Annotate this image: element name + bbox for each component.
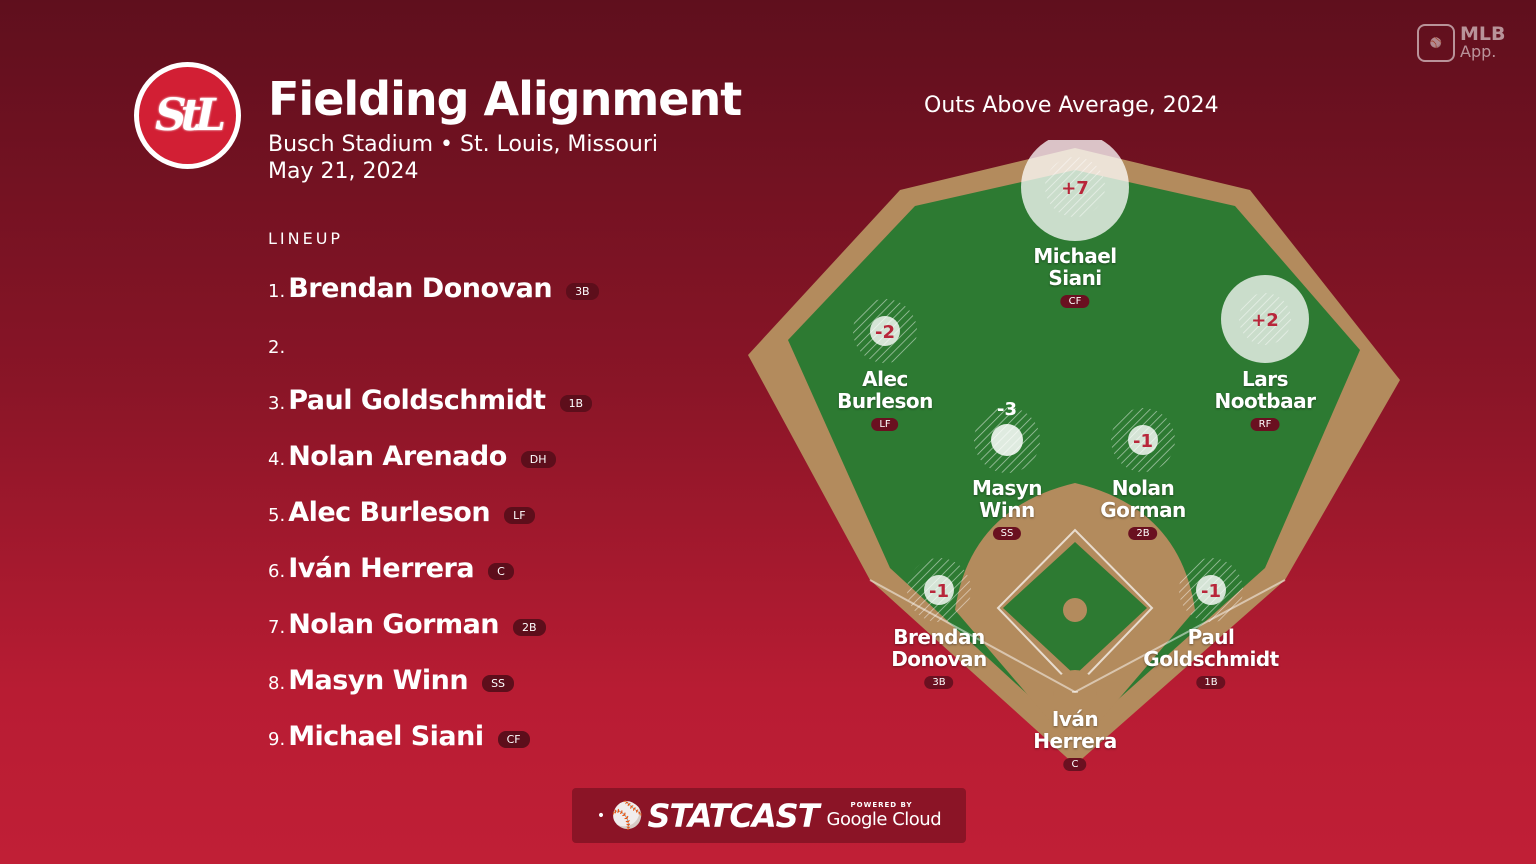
field-player-lf: Alec Burleson LF [837, 368, 933, 431]
lineup-position-badge: DH [520, 450, 556, 468]
mlb-logo-icon: ⚾ [1417, 24, 1455, 62]
field-player-position: C [1063, 758, 1087, 771]
page-subtitle: Busch Stadium • St. Louis, Missouri May … [268, 131, 658, 185]
oaa-value-c: – [1072, 684, 1079, 700]
oaa-bubble-ss: -3 [974, 399, 1040, 473]
statcast-wordmark: STATCAST [647, 796, 819, 835]
lineup-list: 1. Brendan Donovan 3B 2. 3. Paul Goldschmid… [268, 260, 599, 764]
lineup-position-badge: LF [504, 506, 535, 524]
lineup-item: 9. Michael Siani CF [268, 708, 599, 764]
lineup-position-badge: 3B [566, 282, 599, 300]
lineup-position-badge: C [488, 562, 514, 580]
lineup-player-name: Nolan Gorman [288, 608, 500, 640]
lineup-heading: LINEUP [268, 229, 344, 248]
field-player-position: 2B [1128, 527, 1158, 540]
field-player-position: RF [1250, 418, 1280, 431]
field-player-rf: Lars Nootbaar RF [1215, 368, 1316, 431]
lineup-item: 1. Brendan Donovan 3B [268, 260, 599, 316]
oaa-value-rf: +2 [1251, 310, 1279, 331]
oaa-bubble-lf: -2 [853, 299, 917, 363]
lineup-number: 2. [268, 336, 286, 358]
field-player-name: Brendan Donovan [891, 625, 987, 671]
venue-text: Busch Stadium • St. Louis, Missouri [268, 132, 659, 157]
field-player-position: 1B [1196, 676, 1226, 689]
lineup-item: 8. Masyn Winn SS [268, 652, 599, 708]
statcast-footer: • ⚾ STATCAST POWERED BY Google Cloud [572, 788, 966, 843]
google-cloud-text: Google Cloud [826, 809, 942, 830]
lineup-player-name: Paul Goldschmidt [288, 384, 546, 416]
cardinals-logo: StL [134, 62, 241, 169]
lineup-player-name: Alec Burleson [288, 496, 491, 528]
lineup-item: 7. Nolan Gorman 2B [268, 596, 599, 652]
oaa-value-ss: -3 [997, 399, 1017, 420]
foul-line-right [1074, 579, 1286, 693]
oaa-value-cf: +7 [1061, 178, 1089, 199]
mlb-app-badge: ⚾ MLB App. [1417, 24, 1506, 62]
field-player-name: Michael Siani [1033, 244, 1117, 290]
field-player-ss: Masyn Winn SS [971, 476, 1043, 540]
oaa-value-1b: -1 [1201, 581, 1221, 602]
lineup-item: 5. Alec Burleson LF [268, 484, 599, 540]
dot-icon: • [596, 807, 606, 824]
field-player-position: SS [992, 527, 1022, 540]
oaa-bubble-2b: -1 [1111, 408, 1175, 472]
lineup-position-badge: SS [482, 674, 515, 692]
mlb-app-text: App. [1460, 42, 1497, 61]
lineup-number: 6. [268, 560, 286, 582]
mlb-brand-text: MLB [1460, 23, 1506, 45]
field-player-position: 3B [924, 676, 954, 689]
lineup-player-name: Michael Siani [288, 720, 484, 752]
powered-by-text: POWERED BY [850, 801, 913, 809]
lineup-number: 8. [268, 672, 286, 694]
pitchers-mound [1063, 598, 1087, 622]
field-player-name: Lars Nootbaar [1214, 367, 1316, 413]
lineup-position-badge: 2B [513, 618, 546, 636]
oaa-title: Outs Above Average, 2024 [924, 93, 1219, 118]
lineup-position-badge: 1B [559, 394, 593, 412]
oaa-bubble-c: – [1072, 684, 1079, 700]
field-player-name: Iván Herrera [1033, 707, 1117, 753]
field-player-1b: Paul Goldschmidt 1B [1143, 625, 1279, 689]
field-player-name: Nolan Gorman [1100, 476, 1186, 522]
baseball-field-diagram: +7 -2 +2 -3 -1 -1 -1 – [748, 140, 1400, 765]
lineup-number: 9. [268, 728, 286, 750]
foul-line-left [869, 579, 1076, 693]
base-paths [996, 528, 1154, 690]
field-player-2b: Nolan Gorman 2B [1100, 477, 1186, 540]
oaa-bubble-rf: +2 [1221, 275, 1309, 363]
lineup-number: 3. [268, 392, 286, 414]
field-player-position: CF [1060, 295, 1090, 308]
batter-silhouette-icon: ⚾ [611, 800, 644, 831]
oaa-value-lf: -2 [875, 322, 895, 343]
date-text: May 21, 2024 [268, 159, 419, 184]
lineup-number: 5. [268, 504, 286, 526]
lineup-player-name: Brendan Donovan [288, 272, 553, 304]
field-player-name: Alec Burleson [837, 367, 933, 413]
lineup-player-name: Iván Herrera [288, 552, 475, 584]
field-player-name: Paul Goldschmidt [1143, 625, 1279, 671]
lineup-position-badge: CF [497, 730, 530, 748]
lineup-number: 1. [268, 280, 286, 302]
lineup-item: 6. Iván Herrera C [268, 540, 599, 596]
field-player-cf: Michael Siani CF [1033, 244, 1117, 308]
lineup-item: 2. [268, 316, 599, 372]
field-player-c: Iván Herrera C [1033, 707, 1117, 771]
lineup-item: 4. Nolan Arenado DH [268, 428, 599, 484]
field-player-3b: Brendan Donovan 3B [891, 626, 987, 689]
field-player-name: Masyn Winn [971, 476, 1043, 522]
lineup-item: 3. Paul Goldschmidt 1B [268, 372, 599, 428]
oaa-value-2b: -1 [1133, 431, 1153, 452]
page-title: Fielding Alignment [268, 72, 742, 126]
lineup-player-name: Nolan Arenado [288, 440, 507, 472]
lineup-player-name: Masyn Winn [288, 664, 469, 696]
oaa-bubble-3b: -1 [907, 558, 971, 622]
oaa-bubble-1b: -1 [1179, 558, 1243, 622]
oaa-bubble-cf: +7 [1021, 140, 1129, 241]
oaa-value-3b: -1 [929, 581, 949, 602]
lineup-number: 4. [268, 448, 286, 470]
field-player-position: LF [871, 418, 899, 431]
lineup-number: 7. [268, 616, 286, 638]
logo-monogram: StL [139, 67, 236, 164]
